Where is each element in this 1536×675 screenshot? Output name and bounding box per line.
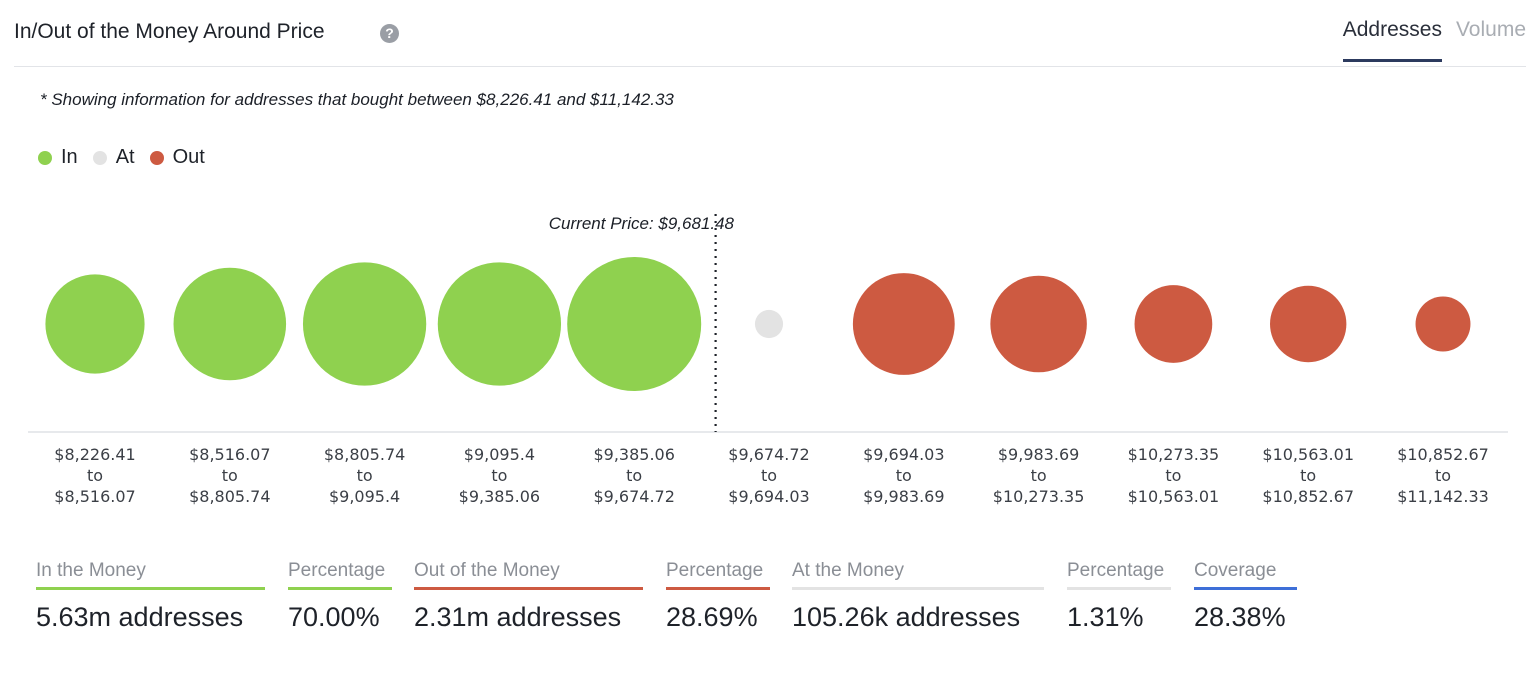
stat-label: Percentage bbox=[666, 560, 770, 590]
range-note: * Showing information for addresses that… bbox=[40, 90, 674, 109]
stat-value: 105.26k addresses bbox=[792, 602, 1021, 632]
legend-label-out: Out bbox=[172, 146, 205, 168]
header: In/Out of the Money Around Price ? Addre… bbox=[14, 0, 1526, 67]
x-tick-label: $9,385.06 bbox=[459, 487, 540, 506]
x-tick-label: to bbox=[491, 466, 507, 485]
stat-value: 5.63m addresses bbox=[36, 602, 244, 632]
x-tick-label: $8,516.07 bbox=[189, 445, 270, 464]
x-tick-label: $9,674.72 bbox=[728, 445, 809, 464]
stat-label: Percentage bbox=[288, 560, 392, 590]
x-tick-label: $9,983.69 bbox=[863, 487, 944, 506]
legend-dot-in bbox=[38, 150, 52, 165]
legend-item-at[interactable]: At bbox=[92, 146, 135, 169]
tab-addresses[interactable]: Addresses bbox=[1342, 18, 1442, 62]
x-tick-label: $10,563.01 bbox=[1262, 445, 1354, 464]
x-tick-label: $10,273.35 bbox=[993, 487, 1085, 506]
stat-label: In the Money bbox=[36, 560, 265, 590]
bubble-in[interactable] bbox=[45, 274, 145, 374]
legend-label-at: At bbox=[115, 146, 135, 168]
x-tick-label: $9,095.4 bbox=[329, 487, 400, 506]
x-tick-label: to bbox=[761, 466, 777, 485]
bubble-at[interactable] bbox=[754, 309, 784, 339]
legend-label-in: In bbox=[61, 146, 78, 168]
bubble-in[interactable] bbox=[173, 267, 287, 381]
bubble-chart: $8,226.41 to $8,516.07 $8,516.07 to $8,805.74… bbox=[28, 214, 1508, 506]
x-tick-label: $9,694.03 bbox=[728, 487, 809, 506]
stat-out-of-the-money: Out of the Money 2.31m addresses bbox=[414, 560, 643, 633]
stat-label: Out of the Money bbox=[414, 560, 643, 590]
stat-in-percentage: Percentage 70.00% bbox=[288, 560, 392, 633]
x-tick-label: to bbox=[896, 466, 912, 485]
help-icon[interactable]: ? bbox=[380, 24, 399, 43]
stat-at-percentage: Percentage 1.31% bbox=[1067, 560, 1171, 633]
tab-volume[interactable]: Volume bbox=[1455, 18, 1526, 41]
stat-value: 2.31m addresses bbox=[414, 602, 622, 632]
x-tick-label: to bbox=[1435, 466, 1451, 485]
legend-item-out[interactable]: Out bbox=[149, 146, 205, 169]
stat-coverage: Coverage 28.38% bbox=[1194, 560, 1297, 633]
x-tick-label: to bbox=[87, 466, 103, 485]
page-title: In/Out of the Money Around Price bbox=[14, 20, 325, 43]
bubble-out[interactable] bbox=[852, 273, 955, 375]
stat-value: 28.38% bbox=[1194, 602, 1286, 632]
stat-label: Percentage bbox=[1067, 560, 1171, 590]
bubble-out[interactable] bbox=[1134, 285, 1213, 363]
stat-value: 28.69% bbox=[666, 602, 758, 632]
x-tick-label: $11,142.33 bbox=[1397, 487, 1489, 506]
current-price-label: Current Price: $9,681.48 bbox=[548, 214, 734, 233]
x-tick-label: $9,095.4 bbox=[464, 445, 535, 464]
x-tick-label: to bbox=[357, 466, 373, 485]
x-tick-label: $10,273.35 bbox=[1128, 445, 1220, 464]
legend-item-in[interactable]: In bbox=[38, 146, 78, 169]
x-tick-label: to bbox=[222, 466, 238, 485]
x-tick-label: to bbox=[626, 466, 642, 485]
x-tick-label: $8,805.74 bbox=[324, 445, 405, 464]
x-tick-label: to bbox=[1300, 466, 1316, 485]
bubble-in[interactable] bbox=[567, 257, 702, 391]
x-tick-label: $9,674.72 bbox=[593, 487, 674, 506]
x-tick-label: $9,385.06 bbox=[593, 445, 674, 464]
x-tick-label: $8,805.74 bbox=[189, 487, 270, 506]
x-tick-label: to bbox=[1031, 466, 1047, 485]
stat-label: At the Money bbox=[792, 560, 1044, 590]
x-tick-label: $10,852.67 bbox=[1262, 487, 1354, 506]
legend: In At Out bbox=[38, 146, 220, 169]
bubble-in[interactable] bbox=[302, 262, 427, 386]
x-tick-label: $10,852.67 bbox=[1397, 445, 1489, 464]
x-tick-label: $9,983.69 bbox=[998, 445, 1079, 464]
stat-in-the-money: In the Money 5.63m addresses bbox=[36, 560, 265, 633]
legend-dot-out bbox=[149, 150, 164, 165]
stat-out-percentage: Percentage 28.69% bbox=[666, 560, 770, 633]
x-tick-label: $8,226.41 bbox=[54, 445, 135, 464]
bubble-out[interactable] bbox=[990, 275, 1087, 373]
stat-value: 1.31% bbox=[1067, 602, 1144, 632]
stat-value: 70.00% bbox=[288, 602, 380, 632]
stat-at-the-money: At the Money 105.26k addresses bbox=[792, 560, 1044, 633]
bubble-in[interactable] bbox=[437, 262, 562, 386]
x-tick-label: to bbox=[1165, 466, 1181, 485]
legend-dot-at bbox=[92, 150, 107, 165]
x-tick-label: $8,516.07 bbox=[54, 487, 135, 506]
tab-bar: Addresses Volume bbox=[1342, 18, 1526, 62]
bubble-out[interactable] bbox=[1270, 285, 1347, 363]
bubble-out[interactable] bbox=[1415, 296, 1471, 352]
x-tick-label: $10,563.01 bbox=[1128, 487, 1220, 506]
x-tick-label: $9,694.03 bbox=[863, 445, 944, 464]
stat-label: Coverage bbox=[1194, 560, 1297, 590]
